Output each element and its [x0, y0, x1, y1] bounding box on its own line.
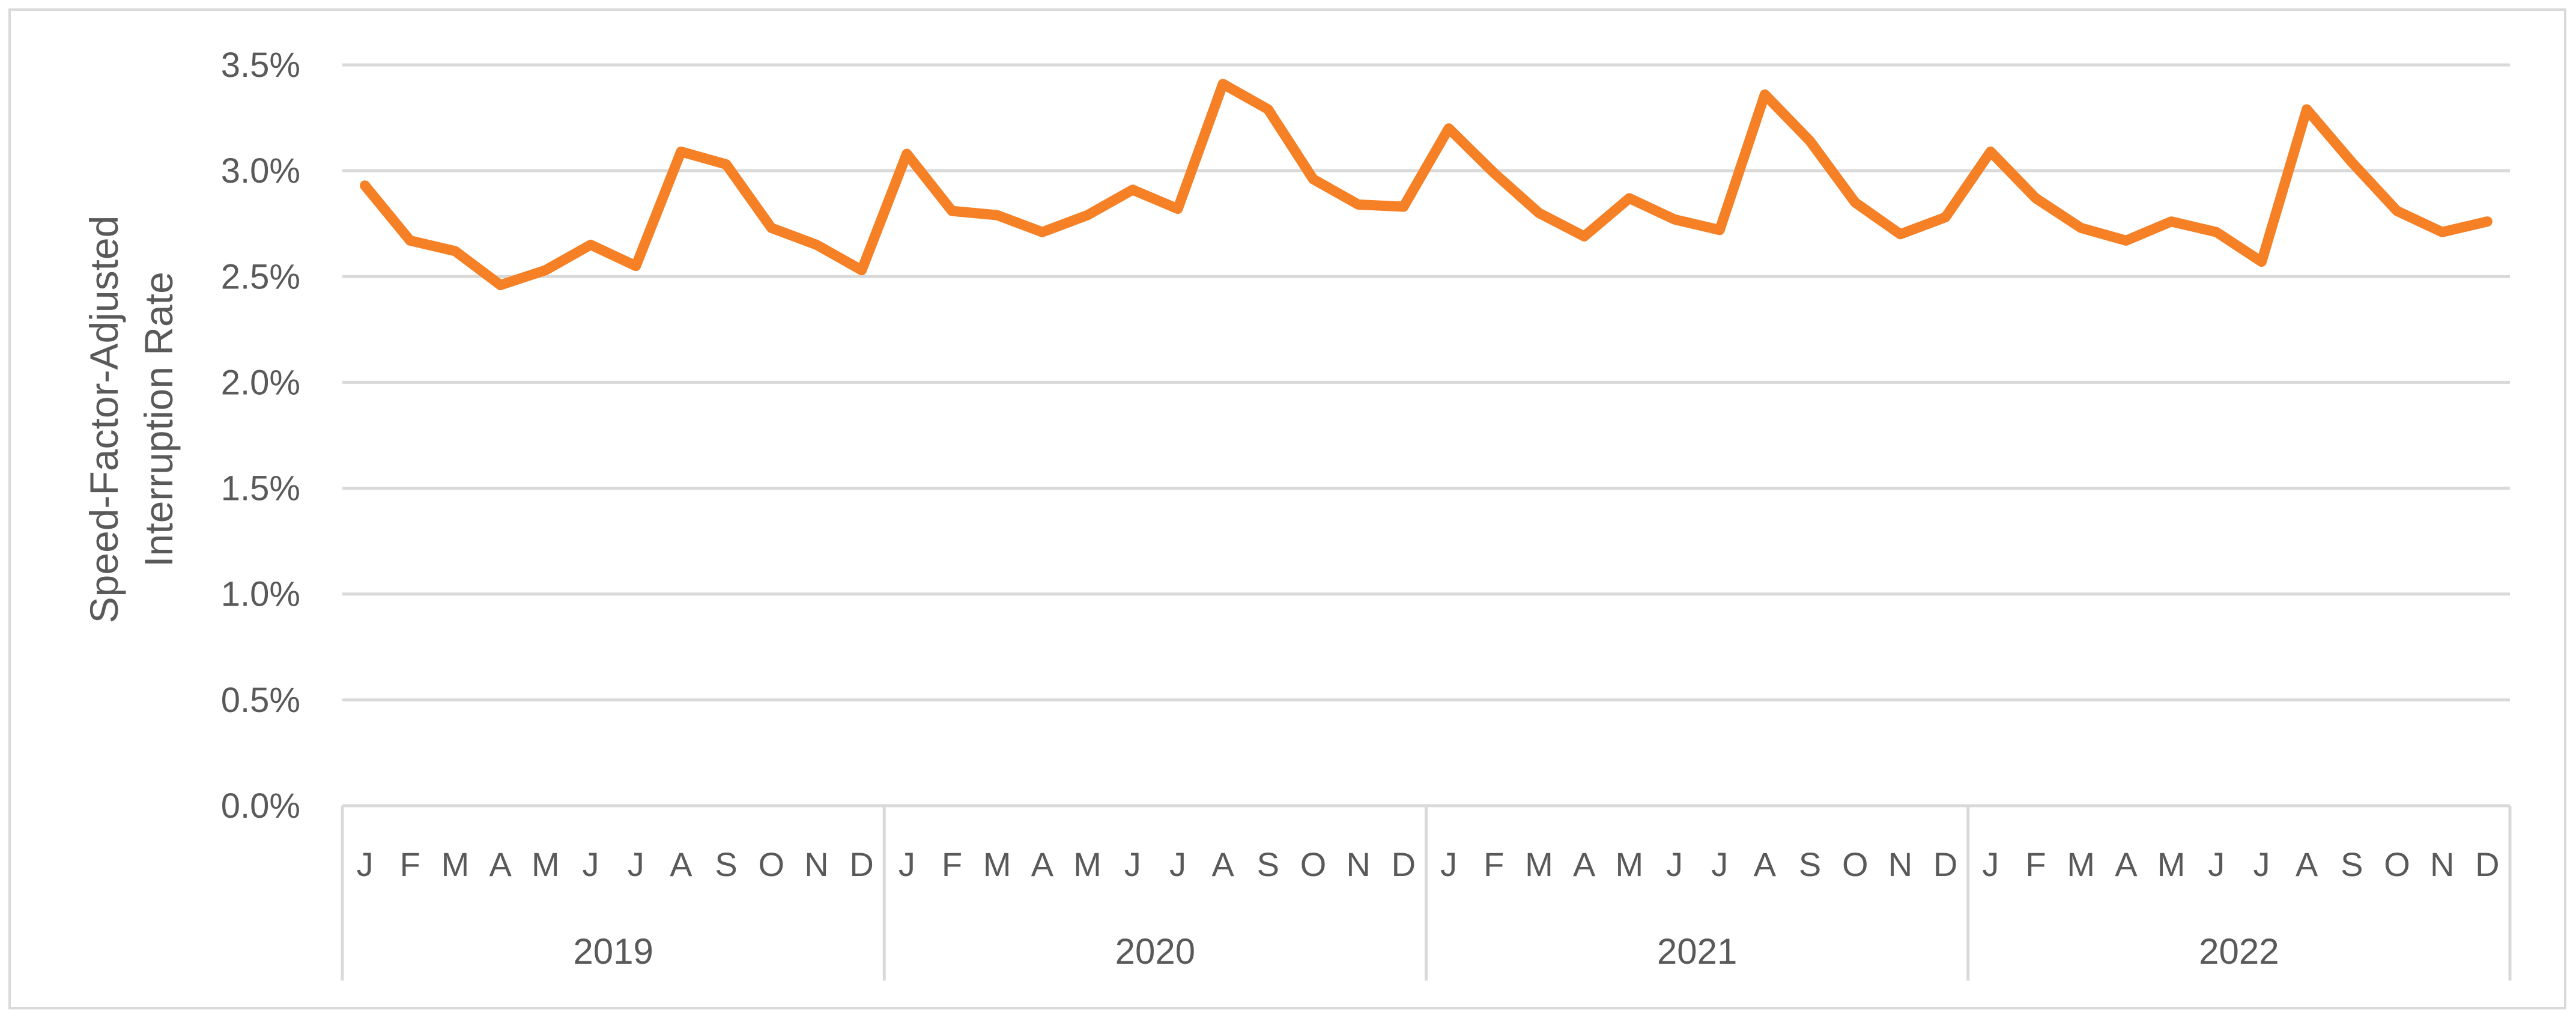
x-tick-label-month: A	[1031, 845, 1054, 883]
y-tick-label: 0.0%	[221, 786, 300, 826]
x-tick-label-month: N	[1346, 845, 1370, 883]
x-tick-label-month: M	[2157, 845, 2186, 883]
y-tick-label: 2.5%	[221, 257, 300, 296]
x-tick-label-month: D	[2475, 845, 2499, 883]
x-tick-label-month: M	[532, 845, 560, 883]
x-tick-label-month: O	[759, 845, 785, 883]
x-tick-label-month: M	[983, 845, 1011, 883]
x-tick-label-month: A	[1754, 845, 1777, 883]
x-tick-label-month: O	[2384, 845, 2410, 883]
x-tick-label-month: A	[1573, 845, 1596, 883]
x-tick-label-month: J	[583, 845, 599, 883]
x-tick-label-month: F	[400, 845, 420, 883]
y-tick-label: 1.0%	[221, 575, 300, 614]
x-tick-label-month: A	[2296, 845, 2318, 883]
x-tick-label-month: D	[1392, 845, 1416, 883]
x-tick-label-month: D	[849, 845, 873, 883]
x-tick-label-month: S	[1257, 845, 1279, 883]
x-tick-label-month: D	[1933, 845, 1957, 883]
x-tick-label-month: N	[2430, 845, 2454, 883]
x-tick-label-month: A	[2115, 845, 2138, 883]
x-tick-label-month: J	[1124, 845, 1141, 883]
x-tick-label-month: S	[1799, 845, 1821, 883]
x-tick-label-year: 2020	[1115, 931, 1195, 972]
x-tick-label-month: F	[2025, 845, 2046, 883]
x-tick-label-month: S	[2341, 845, 2363, 883]
x-tick-label-month: N	[804, 845, 828, 883]
x-tick-label-month: O	[1842, 845, 1868, 883]
x-tick-label-month: J	[628, 845, 644, 883]
x-tick-label-month: M	[1525, 845, 1553, 883]
y-axis-title-line-1: Speed-Factor-Adjusted	[82, 216, 126, 624]
x-tick-label-month: O	[1300, 845, 1327, 883]
x-tick-label-year: 2021	[1657, 931, 1737, 972]
y-tick-label: 1.5%	[221, 469, 300, 508]
x-tick-label-month: S	[715, 845, 737, 883]
x-tick-label-month: J	[2208, 845, 2225, 883]
x-tick-label-month: M	[1616, 845, 1644, 883]
x-tick-label-year: 2019	[573, 931, 653, 972]
x-tick-label-month: A	[1211, 845, 1234, 883]
y-tick-label: 2.0%	[221, 363, 300, 402]
y-axis-ticks: 0.0% 0.5% 1.0% 1.5% 2.0% 2.5% 3.0% 3.5%	[221, 46, 300, 826]
x-tick-label-month: J	[1711, 845, 1728, 883]
x-tick-label-month: J	[357, 845, 374, 883]
x-tick-label-month: M	[2067, 845, 2095, 883]
series-line	[360, 79, 2493, 290]
x-tick-label-month: N	[1888, 845, 1912, 883]
x-tick-label-month: J	[1440, 845, 1457, 883]
x-tick-label-month: F	[942, 845, 962, 883]
y-tick-label: 3.0%	[221, 151, 300, 190]
x-tick-label-month: F	[1483, 845, 1504, 883]
x-tick-label-month: J	[1666, 845, 1683, 883]
x-tick-label-month: J	[1982, 845, 1999, 883]
chart-frame	[8, 8, 2566, 1009]
y-tick-label: 0.5%	[221, 681, 300, 720]
x-tick-label-month: J	[1169, 845, 1186, 883]
x-tick-label-month: J	[2253, 845, 2270, 883]
x-tick-label-year: 2022	[2199, 931, 2279, 972]
x-tick-label-month: M	[441, 845, 470, 883]
y-axis-title-line-2: Interruption Rate	[136, 272, 181, 567]
x-tick-label-month: A	[489, 845, 512, 883]
x-tick-label-month: J	[899, 845, 915, 883]
x-tick-label-month: M	[1073, 845, 1102, 883]
series-layer	[360, 79, 2493, 290]
y-tick-label: 3.5%	[221, 46, 300, 85]
x-tick-label-month: A	[670, 845, 692, 883]
